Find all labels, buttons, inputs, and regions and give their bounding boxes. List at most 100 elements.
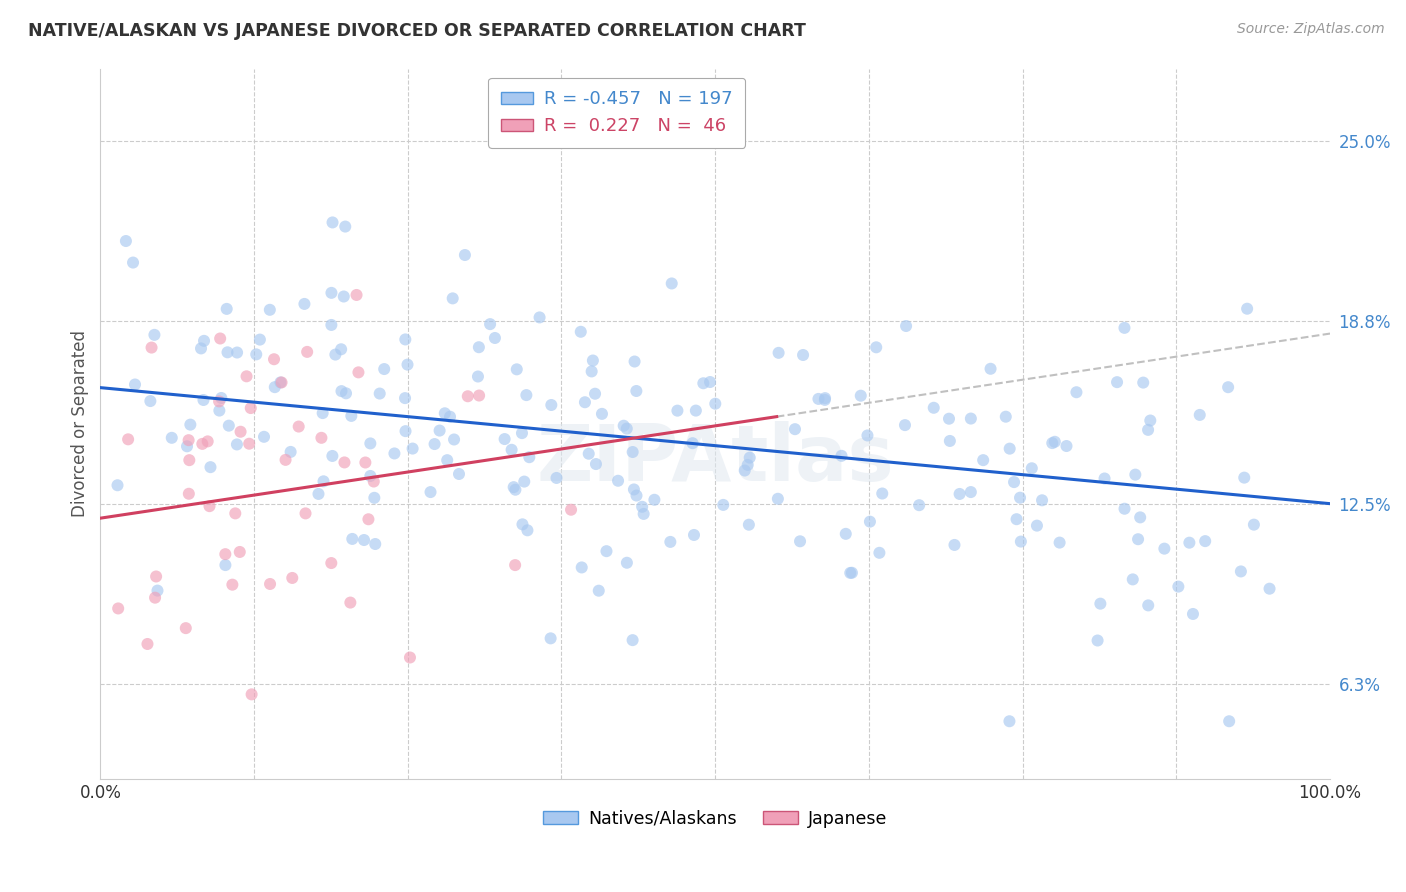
Point — [1167, 580, 1189, 594]
Point — [835, 526, 858, 541]
Point — [229, 425, 252, 439]
Point — [768, 346, 790, 360]
Point — [1216, 380, 1239, 394]
Point — [139, 394, 162, 409]
Legend: Natives/Alaskans, Japanese: Natives/Alaskans, Japanese — [536, 803, 894, 835]
Point — [581, 364, 603, 378]
Point — [198, 499, 221, 513]
Point — [659, 535, 682, 549]
Point — [215, 301, 238, 316]
Point — [503, 558, 526, 573]
Point — [516, 524, 538, 538]
Point — [107, 478, 129, 492]
Point — [894, 318, 917, 333]
Point — [359, 436, 381, 450]
Point — [143, 591, 166, 605]
Point — [1153, 541, 1175, 556]
Point — [737, 458, 759, 472]
Point — [998, 714, 1021, 729]
Point — [1114, 321, 1136, 335]
Point — [270, 376, 292, 390]
Point — [1258, 582, 1281, 596]
Point — [692, 376, 714, 391]
Point — [368, 386, 391, 401]
Point — [626, 489, 648, 503]
Point — [281, 571, 304, 585]
Point — [859, 515, 882, 529]
Point — [340, 409, 363, 423]
Point — [401, 442, 423, 456]
Point — [571, 560, 593, 574]
Point — [841, 566, 863, 580]
Point — [117, 433, 139, 447]
Point — [457, 389, 479, 403]
Point — [1031, 493, 1053, 508]
Point — [269, 376, 291, 390]
Point — [623, 483, 645, 497]
Point — [176, 439, 198, 453]
Point — [631, 500, 654, 514]
Point — [200, 460, 222, 475]
Point — [429, 424, 451, 438]
Point — [1188, 408, 1211, 422]
Point — [894, 418, 917, 433]
Point — [333, 455, 356, 469]
Point — [193, 392, 215, 407]
Point — [124, 377, 146, 392]
Point — [868, 546, 890, 560]
Point — [699, 375, 721, 389]
Point — [322, 215, 344, 229]
Point — [263, 352, 285, 367]
Point — [330, 384, 353, 398]
Point — [569, 325, 592, 339]
Y-axis label: Divorced or Separated: Divorced or Separated — [72, 330, 89, 517]
Point — [468, 340, 491, 354]
Point — [229, 545, 252, 559]
Point — [347, 365, 370, 379]
Point — [443, 433, 465, 447]
Point — [501, 442, 523, 457]
Point — [209, 331, 232, 345]
Point — [1043, 434, 1066, 449]
Point — [1181, 607, 1204, 621]
Point — [1021, 461, 1043, 475]
Point — [517, 450, 540, 465]
Point — [685, 403, 707, 417]
Point — [839, 566, 862, 580]
Point — [938, 411, 960, 425]
Point — [174, 621, 197, 635]
Point — [177, 433, 200, 447]
Point — [115, 234, 138, 248]
Point — [959, 485, 981, 500]
Point — [259, 302, 281, 317]
Point — [1233, 470, 1256, 484]
Point — [1056, 439, 1078, 453]
Point — [616, 422, 638, 436]
Point — [578, 447, 600, 461]
Point — [1178, 535, 1201, 549]
Point — [359, 469, 381, 483]
Point — [325, 348, 347, 362]
Point — [179, 417, 201, 432]
Point — [1132, 376, 1154, 390]
Point — [394, 424, 416, 438]
Point — [506, 362, 529, 376]
Point — [419, 485, 441, 500]
Point — [512, 517, 534, 532]
Point — [922, 401, 945, 415]
Point — [1137, 599, 1160, 613]
Point — [249, 333, 271, 347]
Point — [621, 633, 644, 648]
Point — [505, 483, 527, 497]
Point — [994, 409, 1017, 424]
Point — [335, 219, 357, 234]
Point — [1123, 467, 1146, 482]
Point — [238, 436, 260, 450]
Point — [294, 297, 316, 311]
Point — [783, 422, 806, 436]
Text: Source: ZipAtlas.com: Source: ZipAtlas.com — [1237, 22, 1385, 37]
Point — [143, 327, 166, 342]
Point — [346, 288, 368, 302]
Point — [1008, 491, 1031, 505]
Point — [321, 556, 343, 570]
